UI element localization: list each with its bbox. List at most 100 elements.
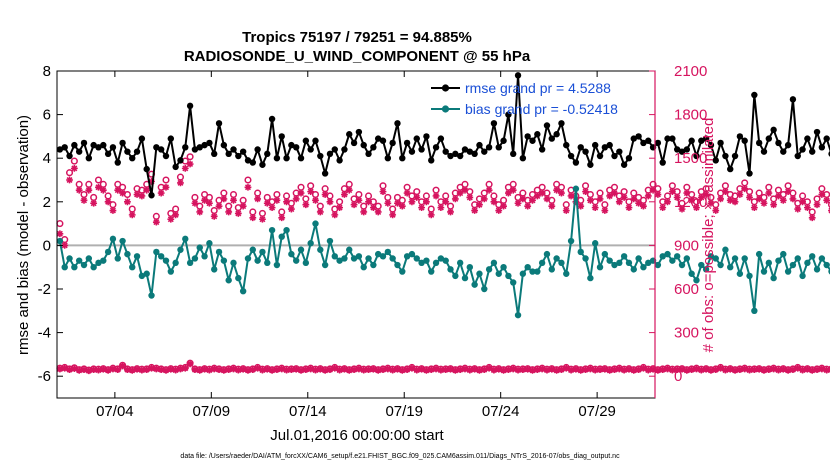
rmse-point	[452, 150, 459, 158]
bias-point	[592, 240, 599, 247]
obs-assimilated-marker	[606, 192, 614, 200]
obs-low-assimilated-marker	[620, 366, 628, 374]
obs-assimilated-marker	[109, 207, 117, 214]
obs-assimilated-marker	[408, 198, 416, 206]
rmse-point	[731, 152, 739, 160]
rmse-point	[466, 148, 474, 155]
obs-assimilated-marker	[808, 214, 816, 222]
rmse-point	[611, 152, 618, 160]
rmse-point	[215, 120, 223, 127]
obs-assimilated-marker	[750, 204, 758, 212]
rmse-point	[519, 155, 527, 162]
rmse-point	[66, 152, 73, 160]
obs-assimilated-marker	[331, 211, 339, 219]
bias-point	[293, 257, 300, 264]
rmse-point	[717, 139, 724, 147]
obs-assimilated-marker	[292, 195, 300, 203]
bias-point	[278, 233, 285, 240]
obs-assimilated-marker	[770, 201, 778, 209]
bias-point	[722, 246, 729, 253]
bias-point	[731, 255, 739, 262]
rmse-point	[403, 139, 411, 147]
obs-assimilated-marker	[495, 207, 503, 214]
obs-assimilated-marker	[726, 196, 734, 204]
obs-assimilated-marker	[746, 194, 753, 201]
bias-point	[548, 266, 555, 273]
obs-low-assimilated-marker	[138, 366, 146, 374]
rmse-point	[196, 144, 203, 151]
rmse-point	[374, 135, 382, 142]
rmse-point	[244, 157, 252, 164]
bias-point	[346, 246, 353, 253]
rmse-point	[104, 150, 112, 158]
obs-assimilated-marker	[413, 194, 421, 201]
bias-point	[688, 270, 695, 277]
rmse-point	[235, 152, 242, 160]
obs-possible-marker	[818, 185, 826, 193]
rmse-point	[341, 146, 348, 153]
obs-assimilated-marker	[249, 214, 257, 222]
bias-point	[456, 259, 464, 267]
bias-point	[119, 237, 126, 245]
rmse-point	[456, 152, 464, 160]
obs-low-assimilated-marker	[273, 366, 281, 374]
obs-low-assimilated-marker	[437, 366, 445, 374]
bias-point	[133, 253, 141, 260]
rmse-point	[495, 144, 502, 151]
rmse-point	[809, 148, 816, 155]
obs-assimilated-marker	[620, 194, 628, 201]
rmse-point	[95, 144, 102, 151]
bias-point	[616, 259, 623, 267]
y-tick-label: -6	[38, 368, 51, 385]
obs-assimilated-marker	[148, 178, 155, 185]
rmse-point	[350, 139, 358, 147]
rmse-point	[394, 120, 401, 127]
obs-low-assimilated-marker	[172, 366, 180, 374]
rmse-point	[220, 141, 228, 149]
rmse-point	[654, 139, 662, 147]
rmse-point	[148, 192, 155, 199]
bias-point	[505, 272, 512, 280]
obs-low-assimilated-marker	[162, 366, 170, 374]
obs-low-assimilated-marker	[746, 366, 753, 374]
obs-assimilated-marker	[196, 208, 204, 216]
bias-point	[664, 250, 671, 258]
obs-low-assimilated-marker	[128, 366, 136, 374]
rmse-point	[577, 144, 584, 151]
obs-possible-marker	[65, 169, 74, 177]
obs-low-assimilated-marker	[717, 364, 724, 372]
obs-low-assimilated-marker	[722, 366, 729, 374]
rmse-point	[596, 152, 604, 160]
x-tick-label: 07/29	[578, 403, 616, 420]
rmse-point	[370, 144, 377, 151]
rmse-point	[133, 148, 141, 155]
obs-assimilated-marker	[389, 211, 397, 219]
rmse-point	[100, 141, 107, 149]
rmse-point	[365, 150, 372, 158]
obs-low-assimilated-marker	[239, 365, 247, 373]
bias-point	[350, 255, 358, 262]
obs-low-assimilated-marker	[297, 366, 305, 374]
obs-low-assimilated-marker	[533, 366, 541, 374]
obs-low-assimilated-marker	[104, 366, 112, 374]
obs-possible-marker	[755, 189, 763, 197]
obs-assimilated-marker	[514, 199, 522, 207]
bias-point	[538, 259, 546, 267]
obs-assimilated-marker	[186, 160, 194, 168]
obs-assimilated-marker	[70, 164, 78, 172]
obs-assimilated-marker	[586, 196, 594, 204]
obs-possible-marker	[94, 176, 103, 184]
obs-assimilated-marker	[162, 183, 170, 191]
rmse-point	[563, 141, 570, 149]
obs-low-assimilated-marker	[66, 366, 73, 374]
rmse-point	[770, 126, 777, 134]
bias-point	[693, 277, 700, 284]
obs-assimilated-marker	[784, 188, 792, 196]
obs-assimilated-marker	[678, 205, 686, 213]
obs-assimilated-marker	[259, 215, 266, 223]
obs-assimilated-marker	[500, 202, 507, 210]
obs-low-assimilated-marker	[461, 365, 469, 373]
y-tick-label: -4	[38, 325, 51, 342]
bias-point	[104, 248, 112, 256]
bias-point	[476, 270, 483, 277]
